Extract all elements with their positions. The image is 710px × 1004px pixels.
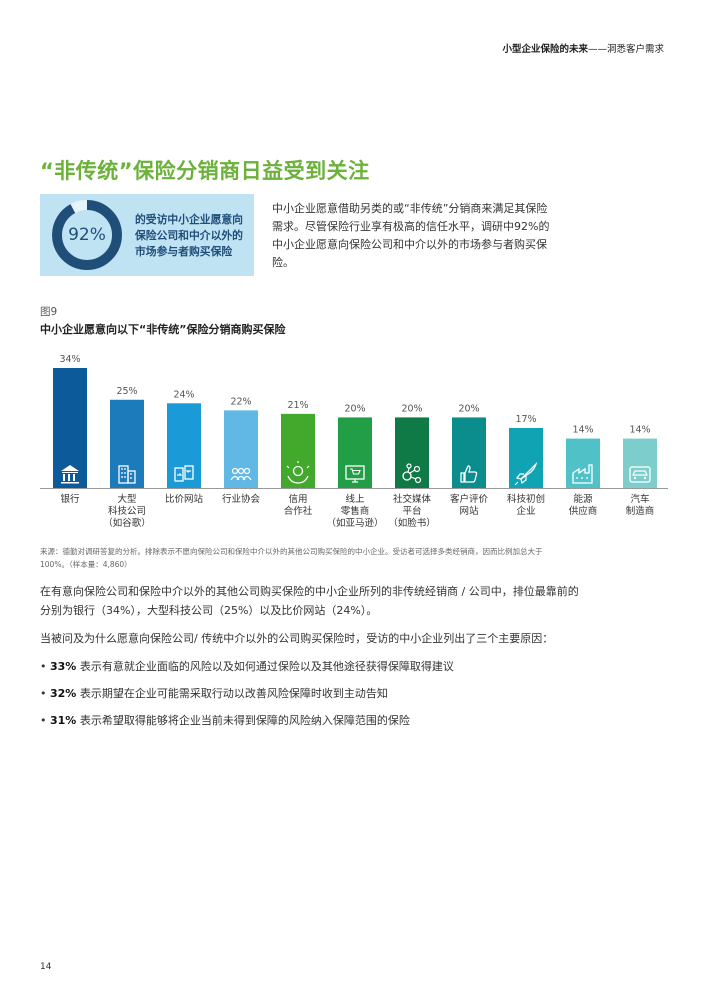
category-label: 汽车制造商 (626, 493, 655, 517)
bar-group: 20% 客户评价网站 (450, 403, 489, 517)
bar (110, 399, 144, 488)
category-label: 大型科技公司（如谷歌） (103, 493, 151, 529)
bar-group: 21% 信用合作社 (281, 400, 315, 517)
bar-group: 17% 科技初创企业 (507, 414, 545, 517)
bar-value-label: 17% (515, 414, 536, 425)
bar-group: 34% 银行 (53, 354, 87, 505)
bar-group: 14% 能源供应商 (566, 425, 600, 517)
category-label: 客户评价网站 (450, 493, 489, 517)
bar (395, 417, 429, 488)
car-icon (629, 466, 651, 483)
bar (623, 438, 657, 488)
bar-value-label: 21% (287, 400, 308, 411)
bullet-text: 表示有意就企业面临的风险以及如何通过保险以及其他途径获得保障取得建议 (76, 660, 454, 673)
bar (566, 438, 600, 488)
thumbs-up-icon (460, 465, 478, 483)
intro-paragraph: 中小企业愿意借助另类的或“非传统”分销商来满足其保险需求。尽管保险行业享有极高的… (272, 202, 550, 269)
category-label: 能源供应商 (569, 493, 598, 517)
stat-callout: 92% 的受访中小企业愿意向保险公司和中介以外的市场参与者购买保险 (40, 194, 254, 276)
bar (224, 410, 258, 488)
compare-icon (174, 465, 194, 482)
bar (167, 403, 201, 488)
bullet-percent: 32% (50, 687, 77, 700)
shopping-cart-screen-icon (345, 465, 365, 483)
people-icon (230, 467, 252, 481)
category-label: 线上零售商（如亚马逊） (326, 493, 383, 529)
header-title-bold: 小型企业保险的未来 (502, 44, 588, 55)
bullet-text: 表示期望在企业可能需采取行动以改善风险保障时收到主动告知 (76, 687, 388, 700)
paragraph-1: 在有意向保险公司和保险中介以外的其他公司购买保险的中小企业所列的非传统经销商 /… (40, 585, 579, 617)
bar-group: 22% 行业协会 (222, 396, 261, 505)
bar (281, 413, 315, 488)
bank-icon (61, 465, 79, 484)
bar-value-label: 22% (230, 396, 251, 407)
bar-value-label: 14% (572, 425, 593, 436)
category-label: 银行 (60, 493, 80, 505)
paragraph-2: 当被问及为什么愿意向保险公司/ 传统中介以外的公司购买保险时，受访的中小企业列出… (40, 632, 554, 645)
bullet-percent: 33% (50, 660, 77, 673)
bar-value-label: 20% (458, 403, 479, 414)
bar-group: 20% 社交媒体平台（如脸书） (388, 403, 436, 529)
page-number: 14 (40, 962, 52, 972)
header-title-rest: ——洞悉客户需求 (587, 44, 664, 55)
source-note: 来源：德勤对调研答复的分析。排除表示不愿向保险公司和保险中介以外的其他公司购买保… (40, 547, 543, 569)
hands-coin-icon (286, 461, 310, 484)
bullet-text: 表示希望取得能够将企业当前未得到保障的风险纳入保障范围的保险 (76, 714, 410, 727)
stat-percent: 92% (68, 225, 106, 245)
category-label: 社交媒体平台（如脸书） (388, 493, 436, 529)
category-label: 科技初创企业 (507, 493, 545, 517)
office-building-icon (118, 465, 136, 484)
bullet-item: • 33% 表示有意就企业面临的风险以及如何通过保险以及其他途径获得保障取得建议 (40, 660, 454, 673)
category-label: 行业协会 (222, 493, 261, 505)
bar (338, 417, 372, 488)
bar (452, 417, 486, 488)
bar-value-label: 24% (173, 389, 194, 400)
category-label: 信用合作社 (284, 493, 313, 517)
bar-value-label: 14% (629, 425, 650, 436)
figure-title: 中小企业愿意向以下“非传统”保险分销商购买保险 (40, 323, 286, 336)
bullet-item: • 32% 表示期望在企业可能需采取行动以改善风险保障时收到主动告知 (40, 687, 388, 700)
header-title: 小型企业保险的未来——洞悉客户需求 (502, 41, 664, 55)
stat-text: 的受访中小企业愿意向保险公司和中介以外的市场参与者购买保险 (135, 213, 243, 258)
bar-group: 24% 比价网站 (165, 389, 204, 505)
bar-group: 25% 大型科技公司（如谷歌） (103, 386, 151, 529)
donut-arc (52, 200, 122, 270)
bullet-percent: 31% (50, 714, 77, 727)
bar-value-label: 25% (116, 386, 137, 397)
industry-icon (572, 464, 593, 484)
donut-chart (52, 200, 122, 270)
network-icon (402, 463, 422, 484)
category-label: 比价网站 (165, 493, 204, 505)
bar-value-label: 20% (344, 403, 365, 414)
bar-group: 20% 线上零售商（如亚马逊） (326, 403, 383, 529)
rocket-icon (514, 461, 538, 486)
bar-group: 14% 汽车制造商 (623, 425, 657, 517)
section-title: “非传统”保险分销商日益受到关注 (40, 159, 370, 183)
bar-value-label: 20% (401, 403, 422, 414)
figure-label: 图9 (40, 306, 58, 318)
bar-value-label: 34% (59, 354, 80, 365)
bullet-item: • 31% 表示希望取得能够将企业当前未得到保障的风险纳入保障范围的保险 (40, 714, 410, 727)
bar-chart: 34% 银行 25% 大型科技公司（如谷歌） 24% 比价网站 22% 行业协会 21% 信用合作… (40, 354, 668, 529)
